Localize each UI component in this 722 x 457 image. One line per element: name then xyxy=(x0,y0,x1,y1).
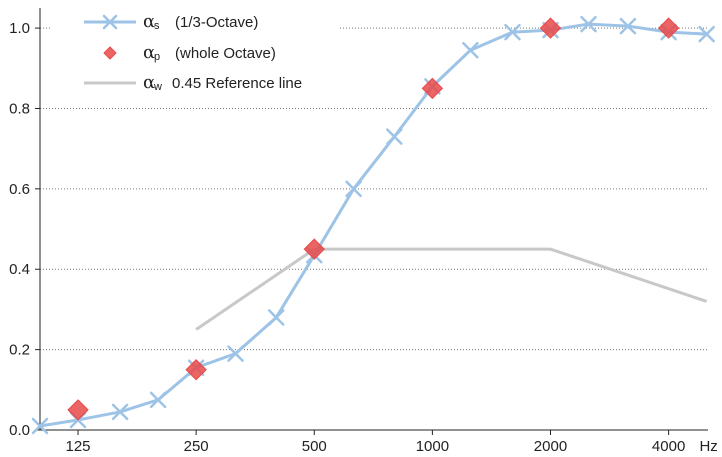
legend-label: 0.45 Reference line xyxy=(172,75,302,92)
marker-stroke xyxy=(386,128,403,145)
marker-stroke xyxy=(619,17,637,35)
legend: αs (1/3-Octave)αp (whole Octave)αw 0.45 Ref… xyxy=(52,8,338,108)
y-tick-label: 0.4 xyxy=(9,261,30,278)
legend-entry: αw 0.45 Reference line xyxy=(84,72,302,93)
legend-subscript: p xyxy=(154,51,160,63)
y-tick-label: 0.8 xyxy=(9,100,30,117)
series-line-reference xyxy=(195,247,708,331)
marker-stroke xyxy=(504,23,521,41)
legend-label: (1/3-Octave) xyxy=(175,14,258,31)
grid xyxy=(40,27,708,351)
x-tick-label: 1000 xyxy=(416,438,449,455)
x-axis-unit: Hz xyxy=(699,438,717,455)
point-marker-x xyxy=(504,23,521,41)
marker-stroke xyxy=(580,15,597,33)
legend-entry: αp (whole Octave) xyxy=(103,42,276,63)
axes: 0.0 0.2 0.4 0.6 0.8 1.0 125 250 500 1000 2000 4000 H… xyxy=(9,8,718,455)
y-tick-label: 0.2 xyxy=(9,342,30,359)
point-marker-x xyxy=(386,128,403,145)
point-marker-diamond xyxy=(657,17,680,39)
marker-stroke xyxy=(267,309,285,326)
point-marker-x xyxy=(345,180,362,198)
series xyxy=(31,15,715,435)
legend-subscript: w xyxy=(153,81,162,93)
legend-marker-diamond xyxy=(103,46,117,60)
y-tick-label: 1.0 xyxy=(9,20,30,37)
point-marker-x xyxy=(227,345,244,362)
point-marker-x xyxy=(102,14,118,30)
legend-background xyxy=(52,8,338,108)
x-tick-label: 125 xyxy=(66,438,91,455)
marker-stroke xyxy=(227,345,244,362)
series-line-third-octave xyxy=(39,22,707,428)
y-tick-label: 0.6 xyxy=(9,181,30,198)
point-marker-x xyxy=(31,417,49,435)
marker-stroke xyxy=(149,391,167,409)
point-marker-diamond xyxy=(185,359,207,381)
legend-label: (whole Octave) xyxy=(175,45,276,62)
legend-symbol: α xyxy=(143,11,155,32)
point-marker-x xyxy=(267,309,285,326)
y-tick-label: 0.0 xyxy=(9,422,30,439)
point-marker-diamond xyxy=(67,399,89,421)
point-marker-diamond xyxy=(303,238,325,260)
marker-stroke xyxy=(462,41,479,59)
legend-entry: αs (1/3-Octave) xyxy=(84,11,258,32)
marker-stroke xyxy=(102,14,118,30)
point-marker-diamond xyxy=(421,77,444,100)
legend-symbol: α xyxy=(143,72,155,93)
marker-stroke xyxy=(345,180,362,198)
point-marker-x xyxy=(698,25,715,43)
point-marker-x xyxy=(619,17,637,35)
legend-subscript: s xyxy=(154,20,160,32)
marker-stroke xyxy=(31,417,49,435)
point-marker-x xyxy=(462,41,479,59)
point-marker-x xyxy=(580,15,597,33)
x-tick-label: 4000 xyxy=(652,438,685,455)
point-marker-diamond xyxy=(539,17,562,39)
point-marker-x xyxy=(111,403,129,421)
point-marker-x xyxy=(149,391,167,409)
x-tick-label: 500 xyxy=(302,438,327,455)
marker-stroke xyxy=(111,403,129,421)
x-tick-label: 2000 xyxy=(534,438,567,455)
legend-symbol: α xyxy=(143,42,155,63)
x-tick-label: 250 xyxy=(184,438,209,455)
marker-stroke xyxy=(698,25,715,43)
